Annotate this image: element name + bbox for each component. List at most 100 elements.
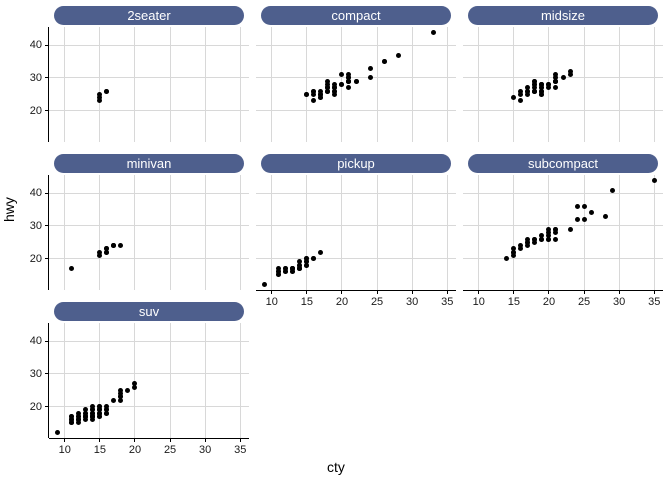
- y-tick-mark: [45, 406, 48, 408]
- gridline-x: [583, 175, 585, 290]
- x-tick-mark: [583, 291, 585, 294]
- y-tick-label: 40: [29, 187, 42, 200]
- facet-panel-subcompact: [463, 175, 663, 291]
- data-point: [532, 82, 538, 87]
- gridline-x: [306, 175, 308, 290]
- data-point: [97, 95, 103, 101]
- facet-strip-subcompact: subcompact: [468, 154, 658, 173]
- data-point: [581, 203, 587, 209]
- gridline-y: [49, 77, 249, 79]
- data-point: [311, 256, 317, 262]
- data-point: [602, 213, 608, 219]
- data-point: [539, 233, 545, 239]
- data-point: [318, 249, 324, 255]
- data-point: [339, 72, 345, 78]
- data-point: [304, 262, 310, 268]
- data-point: [318, 88, 324, 94]
- gridline-x: [341, 175, 343, 290]
- data-point: [83, 417, 89, 423]
- facet-strip-label: compact: [331, 8, 381, 23]
- y-tick-mark: [45, 340, 48, 342]
- gridline-x: [271, 175, 273, 290]
- x-tick-label: 30: [199, 444, 212, 456]
- data-point: [332, 88, 338, 94]
- gridline-x: [99, 27, 101, 142]
- x-tick-mark: [64, 439, 66, 442]
- data-point: [325, 82, 331, 87]
- data-point: [518, 88, 524, 94]
- gridline-y: [256, 110, 456, 112]
- data-point: [104, 249, 110, 255]
- data-point: [332, 82, 338, 87]
- data-point: [76, 417, 82, 423]
- data-point: [560, 75, 566, 81]
- x-tick-label: 35: [441, 296, 454, 308]
- facet-strip-label: suv: [138, 304, 160, 319]
- y-tick-label: 20: [29, 252, 42, 265]
- gridline-y: [49, 258, 249, 260]
- gridline-x: [99, 323, 101, 438]
- data-point: [325, 88, 331, 94]
- y-axis-title: hwy: [1, 197, 17, 222]
- data-point: [132, 384, 138, 390]
- gridline-x: [446, 175, 448, 290]
- gridline-y: [463, 110, 663, 112]
- data-point: [574, 216, 580, 222]
- x-tick-label: 25: [370, 296, 384, 308]
- data-point: [55, 430, 61, 436]
- data-point: [511, 252, 517, 258]
- data-point: [69, 265, 75, 271]
- gridline-x: [513, 175, 515, 290]
- data-point: [90, 417, 96, 423]
- data-point: [97, 252, 103, 258]
- gridline-x: [446, 27, 448, 142]
- facet-panel-2seater: [48, 27, 249, 142]
- facet-strip-minivan: minivan: [54, 154, 244, 173]
- data-point: [332, 85, 338, 91]
- data-point: [290, 269, 296, 275]
- data-point: [539, 91, 545, 97]
- y-tick-mark: [45, 258, 48, 260]
- data-point: [90, 407, 96, 413]
- data-point: [553, 230, 559, 235]
- gridline-x: [134, 175, 136, 290]
- data-point: [651, 177, 657, 183]
- data-point: [367, 75, 373, 81]
- x-tick-label: 35: [648, 296, 661, 308]
- data-point: [525, 88, 531, 94]
- data-point: [539, 85, 545, 91]
- data-point: [532, 88, 538, 94]
- gridline-x: [239, 323, 241, 438]
- data-point: [567, 226, 573, 232]
- data-point: [118, 391, 124, 397]
- gridline-y: [256, 44, 456, 46]
- facet-strip-label: 2seater: [127, 8, 171, 23]
- x-axis-line: [49, 438, 249, 439]
- x-tick-mark: [341, 291, 343, 294]
- gridline-x: [169, 323, 171, 438]
- data-point: [525, 243, 531, 249]
- data-point: [553, 72, 559, 78]
- data-point: [83, 410, 89, 416]
- gridline-x: [169, 175, 171, 290]
- gridline-x: [134, 27, 136, 142]
- data-point: [125, 387, 131, 393]
- data-point: [532, 236, 538, 242]
- data-point: [381, 59, 387, 65]
- data-point: [346, 72, 352, 78]
- gridline-x: [169, 27, 171, 142]
- data-point: [76, 413, 82, 419]
- gridline-x: [583, 27, 585, 142]
- data-point: [539, 82, 545, 87]
- gridline-x: [306, 27, 308, 142]
- x-tick-mark: [478, 291, 480, 294]
- data-point: [353, 78, 359, 84]
- gridline-y: [49, 192, 249, 194]
- data-point: [104, 410, 110, 416]
- gridline-y: [256, 192, 456, 194]
- data-point: [546, 233, 552, 239]
- data-point: [539, 236, 545, 242]
- x-tick-mark: [446, 291, 448, 294]
- facet-panel-suv: [48, 323, 249, 439]
- x-tick-mark: [513, 291, 515, 294]
